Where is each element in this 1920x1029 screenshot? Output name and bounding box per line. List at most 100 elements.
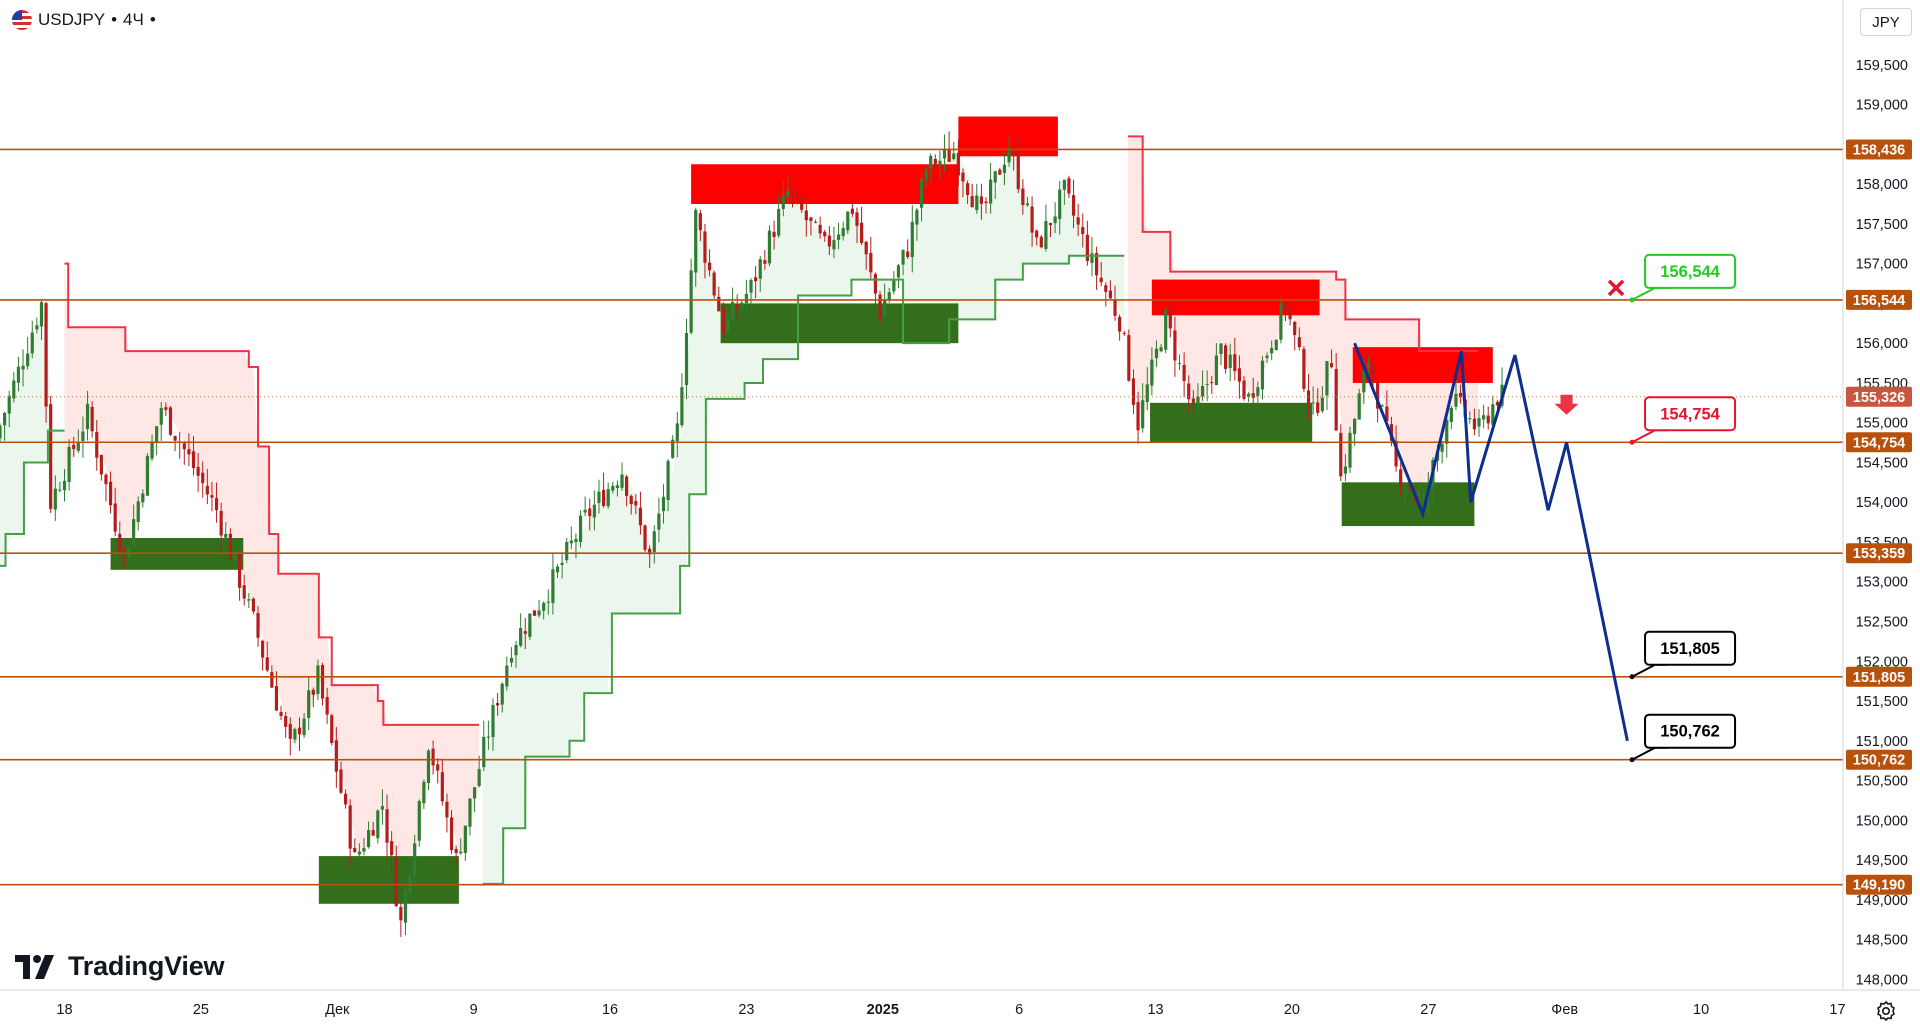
candle-body bbox=[1422, 494, 1426, 496]
candle bbox=[896, 263, 901, 289]
candle-body bbox=[740, 302, 744, 307]
candle bbox=[1177, 354, 1182, 371]
candle-body bbox=[486, 736, 490, 738]
candle bbox=[58, 481, 62, 493]
candle bbox=[325, 687, 329, 724]
candle-body bbox=[1320, 397, 1324, 412]
candle-body bbox=[832, 240, 836, 250]
candle-body bbox=[1219, 343, 1223, 355]
time-tick-label: 9 bbox=[470, 1002, 478, 1018]
candle bbox=[1274, 339, 1278, 351]
candle bbox=[214, 482, 219, 523]
candle-body bbox=[1071, 195, 1076, 216]
candle-body bbox=[1145, 384, 1149, 403]
candle-body bbox=[786, 190, 790, 197]
candle-body bbox=[99, 454, 103, 475]
candle bbox=[1159, 344, 1163, 353]
time-tick-label: 23 bbox=[738, 1002, 754, 1018]
candle bbox=[53, 475, 57, 521]
candle-body bbox=[1472, 418, 1476, 430]
candle bbox=[1094, 246, 1099, 290]
price-tags-layer: 158,436 156,544 154,754 153,359 151,805 150,7… bbox=[1846, 139, 1912, 895]
target-anchor-dot bbox=[1629, 297, 1635, 303]
candle bbox=[459, 838, 463, 855]
candle bbox=[749, 278, 753, 306]
candle bbox=[1076, 203, 1080, 237]
candle-body bbox=[993, 171, 997, 183]
candle-body bbox=[58, 489, 62, 491]
symbol-header[interactable]: USDJPY • 4Ч • bbox=[0, 0, 156, 40]
candle-body bbox=[615, 485, 620, 489]
candle bbox=[1468, 411, 1472, 424]
target-callout-box bbox=[1644, 396, 1737, 432]
candle-body bbox=[961, 172, 965, 182]
candle-body bbox=[569, 540, 573, 544]
candle bbox=[463, 825, 467, 861]
candle-body bbox=[929, 155, 933, 169]
candle-body bbox=[813, 221, 818, 223]
candle bbox=[62, 469, 67, 502]
candle-body bbox=[717, 296, 721, 312]
candle bbox=[1058, 181, 1062, 235]
candle bbox=[316, 659, 320, 700]
candle bbox=[1002, 151, 1007, 186]
candle-body bbox=[1302, 349, 1306, 389]
candle bbox=[228, 528, 232, 560]
candle-body bbox=[1081, 227, 1085, 234]
candle bbox=[855, 207, 859, 244]
candle bbox=[39, 299, 44, 340]
candle-body bbox=[1279, 303, 1283, 340]
candle-body bbox=[145, 456, 150, 496]
candle-body bbox=[1353, 419, 1357, 435]
candle-body bbox=[1468, 418, 1472, 420]
candle-body bbox=[1440, 443, 1444, 452]
candle bbox=[1293, 320, 1297, 351]
candle bbox=[136, 496, 140, 531]
candle-body bbox=[7, 395, 11, 414]
candle bbox=[726, 312, 730, 335]
candle bbox=[311, 687, 315, 708]
candle-body bbox=[597, 491, 601, 504]
level-price-tag: 153,359 bbox=[1853, 546, 1905, 562]
candle-body bbox=[1025, 203, 1030, 206]
candle bbox=[1196, 383, 1200, 414]
candle bbox=[519, 613, 523, 648]
candle-body bbox=[270, 672, 274, 688]
gear-icon[interactable] bbox=[1872, 997, 1900, 1025]
candle-body bbox=[436, 764, 440, 771]
candle bbox=[878, 291, 882, 325]
candle-body bbox=[892, 280, 896, 292]
candle bbox=[818, 216, 822, 239]
candle bbox=[1071, 179, 1076, 229]
candle bbox=[251, 597, 256, 615]
currency-button[interactable]: JPY bbox=[1860, 8, 1912, 36]
candle bbox=[832, 226, 836, 258]
candle-body bbox=[90, 406, 94, 432]
candle-body bbox=[970, 196, 974, 208]
candle bbox=[99, 454, 103, 481]
candle-body bbox=[459, 851, 463, 854]
candle bbox=[1016, 139, 1020, 194]
tradingview-wordmark: TradingView bbox=[68, 951, 225, 981]
candle bbox=[989, 162, 993, 214]
candle-body bbox=[675, 423, 679, 442]
candle bbox=[1472, 408, 1476, 436]
candle bbox=[44, 301, 48, 423]
candle-body bbox=[1053, 216, 1057, 224]
candle bbox=[1154, 340, 1159, 367]
candle bbox=[1256, 381, 1260, 410]
candle-body bbox=[1394, 440, 1398, 467]
candle bbox=[1477, 409, 1481, 437]
price-tick-label: 149,500 bbox=[1856, 853, 1908, 869]
level-price-tag-bg bbox=[1846, 543, 1912, 564]
demand-zone bbox=[1341, 482, 1475, 527]
candle-body bbox=[468, 798, 472, 827]
candle bbox=[827, 226, 831, 256]
candle-body bbox=[210, 495, 214, 498]
candle-body bbox=[1058, 189, 1062, 219]
level-price-tag: 150,762 bbox=[1853, 753, 1905, 769]
candle-body bbox=[136, 501, 140, 523]
price-tick-label: 154,500 bbox=[1856, 455, 1908, 471]
tradingview-logo[interactable]: TradingView bbox=[15, 951, 225, 982]
